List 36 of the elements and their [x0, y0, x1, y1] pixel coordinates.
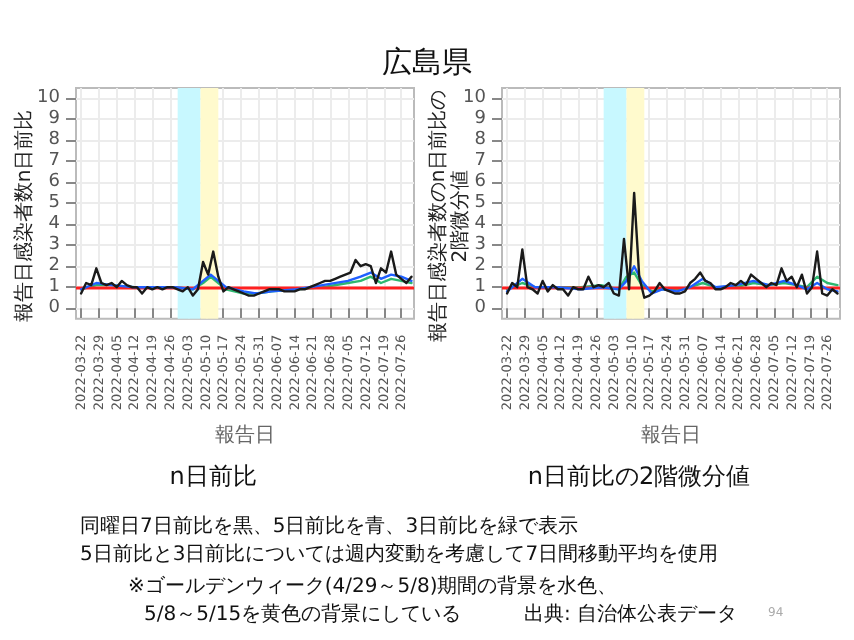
line-series — [505, 265, 839, 295]
y-tick-label: 3 — [48, 235, 60, 256]
y-tick-label: 4 — [474, 214, 487, 235]
y-tick-label: 1 — [474, 277, 486, 298]
y-tick-label: 10 — [463, 88, 487, 109]
y-tick-label: 8 — [474, 130, 487, 151]
y-tick-label: 0 — [474, 298, 487, 319]
line-series — [505, 191, 839, 299]
y-tick-label: 5 — [48, 193, 60, 214]
y-tick-label: 6 — [48, 172, 61, 193]
y-tick-label: 9 — [474, 109, 487, 130]
text: n日前比の2階微分値 — [525, 460, 753, 494]
y-tick-label: 10 — [37, 88, 61, 109]
y-tick-label: 8 — [48, 130, 61, 151]
y-tick-label: 2 — [474, 256, 486, 277]
x-axis-title: 報告日 — [215, 423, 275, 447]
text: ※ゴールデンウィーク(4/29～5/8)期間の背景を水色、 — [128, 576, 618, 598]
y-tick-label: 3 — [474, 235, 486, 256]
y-tick-label: 4 — [48, 214, 61, 235]
text: 5日前比と3日前比については週内変動を考慮して7日間移動平均を使用 — [80, 544, 719, 566]
x-axis-title: 報告日 — [641, 423, 701, 447]
y-tick-label: 1 — [48, 277, 60, 298]
text: n日前比 — [167, 460, 259, 494]
y-tick-label: 9 — [48, 109, 61, 130]
line-series — [79, 250, 413, 297]
text: 同曜日7日前比を黒、5日前比を青、3日前比を緑で表示 — [80, 516, 579, 538]
y-tick-label: 7 — [474, 151, 486, 172]
y-tick-label: 5 — [474, 193, 486, 214]
y-axis-title: 報告日感染者数n日前比 — [13, 109, 35, 323]
y-tick-label: 6 — [474, 172, 487, 193]
text: 5/8～5/15を黄色の背景にしている — [144, 604, 462, 626]
text: 広島県 — [380, 44, 474, 82]
y-tick-label: 2 — [48, 256, 60, 277]
source-note: 出典: 自治体公表データ — [524, 604, 738, 626]
y-tick-label: 7 — [48, 151, 60, 172]
y-tick-label: 0 — [48, 298, 61, 319]
